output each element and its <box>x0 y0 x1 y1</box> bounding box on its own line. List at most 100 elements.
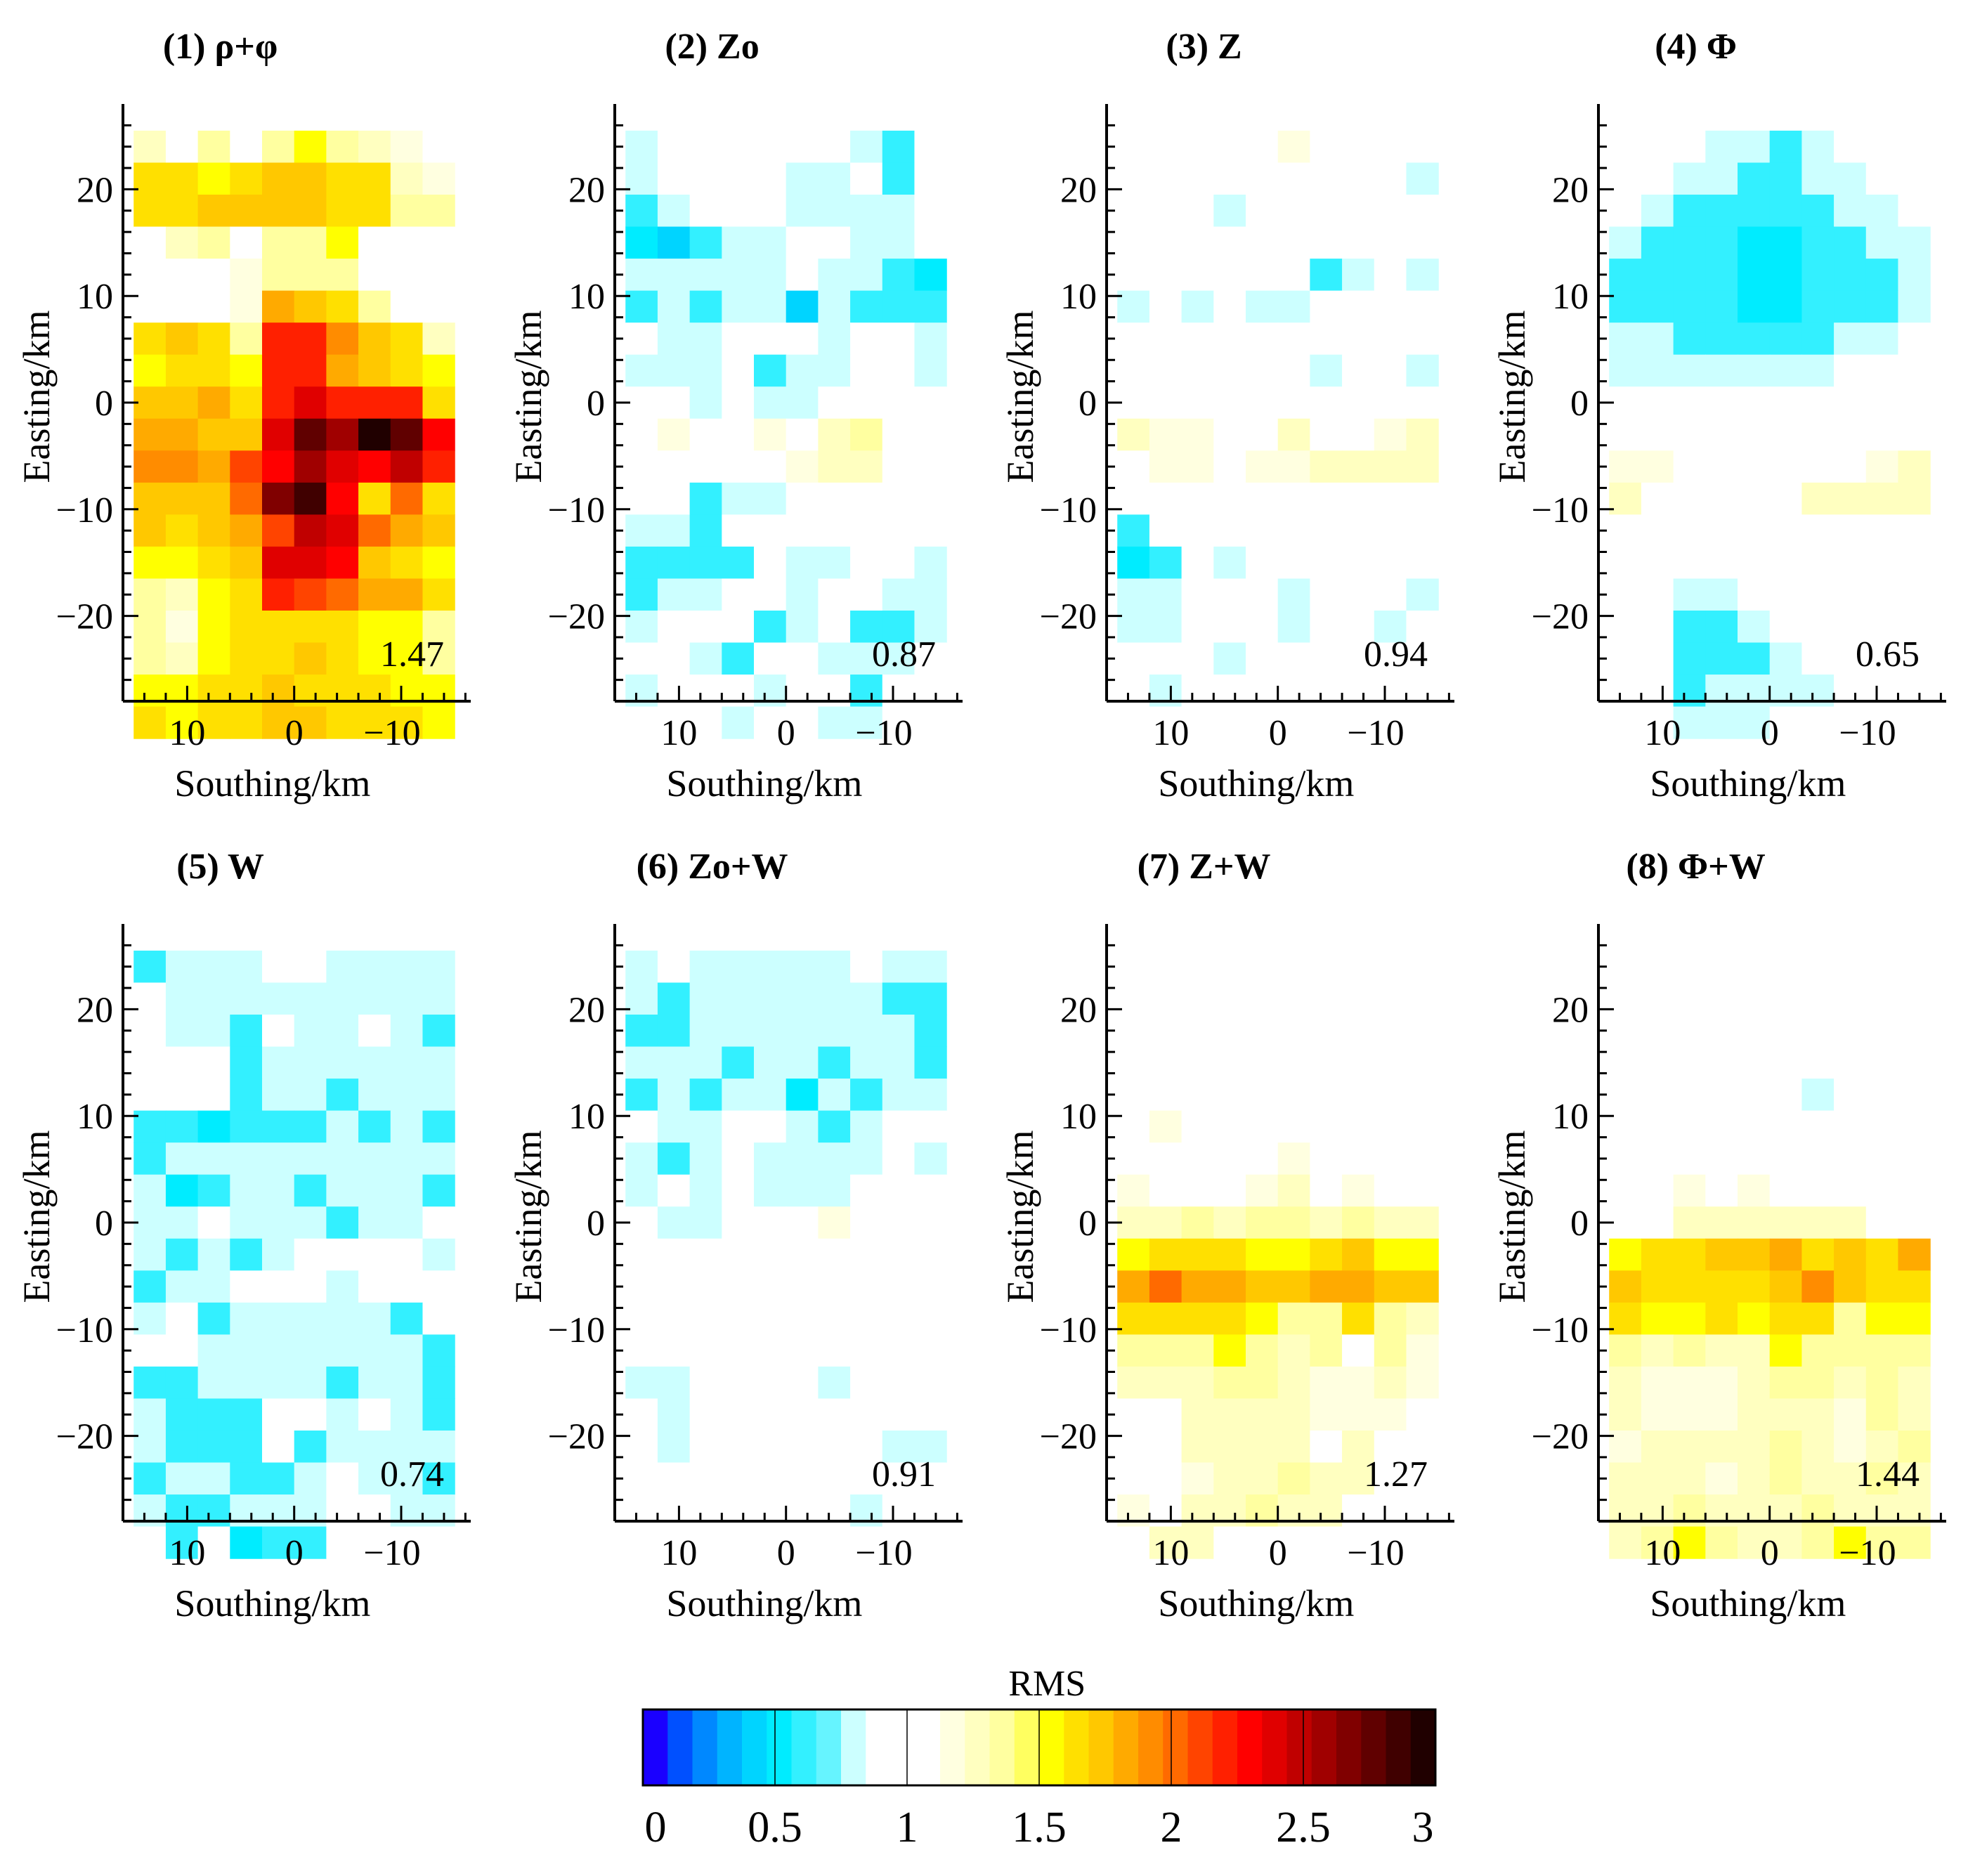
heatmap-cell <box>1673 162 1706 195</box>
heatmap-cell <box>326 1270 359 1303</box>
heatmap-cell <box>850 1302 883 1335</box>
heatmap-cell <box>230 130 263 164</box>
heatmap-cell <box>754 546 787 580</box>
heatmap-cell <box>754 610 787 644</box>
heatmap-cell <box>1738 386 1771 419</box>
heatmap-cell <box>1801 1046 1835 1079</box>
heatmap-cell <box>882 706 915 739</box>
heatmap-cell <box>625 1238 658 1271</box>
rms-value: 1.47 <box>380 634 444 675</box>
heatmap-cell <box>1213 1334 1246 1367</box>
heatmap-cell <box>1213 482 1246 515</box>
heatmap-cell <box>230 418 263 451</box>
heatmap-cell <box>1374 1302 1407 1335</box>
heatmap-cell <box>133 706 167 739</box>
heatmap-cell <box>1898 982 1931 1015</box>
heatmap-cell <box>197 1398 230 1431</box>
heatmap-cell <box>1310 259 1343 292</box>
heatmap-cell <box>1342 950 1375 984</box>
heatmap-cell <box>1213 354 1246 387</box>
heatmap-cell <box>1277 450 1310 483</box>
heatmap-cell <box>850 1366 883 1400</box>
heatmap-cell <box>722 482 755 515</box>
heatmap-cell <box>1149 1046 1182 1079</box>
heatmap-cell <box>326 226 359 259</box>
heatmap-cell <box>914 1079 947 1112</box>
heatmap-cell <box>294 1526 327 1559</box>
heatmap-cell <box>1310 706 1343 739</box>
heatmap-cell <box>657 386 691 419</box>
heatmap-cell <box>165 290 199 323</box>
heatmap-cell <box>165 1174 199 1207</box>
heatmap-cell <box>262 1302 295 1335</box>
heatmap-cell <box>818 162 851 195</box>
heatmap-cell <box>294 195 327 228</box>
heatmap-cell <box>1673 514 1706 547</box>
heatmap-cell <box>326 610 359 644</box>
panel-title: (5) W <box>176 847 264 887</box>
heatmap-cell <box>657 482 691 515</box>
heatmap-cell <box>818 290 851 323</box>
heatmap-cell <box>1609 1206 1642 1239</box>
heatmap-cell <box>1738 706 1771 739</box>
heatmap-cell <box>1406 323 1439 356</box>
heatmap-cell <box>625 1526 658 1559</box>
heatmap-cell <box>689 642 722 675</box>
heatmap-cell <box>1769 578 1802 611</box>
heatmap-cell <box>1181 1430 1214 1464</box>
heatmap-cell <box>390 642 424 675</box>
heatmap-cell <box>1834 514 1867 547</box>
heatmap-cell <box>689 982 722 1015</box>
heatmap-cell <box>1834 1430 1867 1464</box>
heatmap-cell <box>1641 418 1674 451</box>
heatmap-cell <box>1865 418 1899 451</box>
heatmap-cell <box>1705 1366 1738 1400</box>
heatmap-cell <box>1641 1334 1674 1367</box>
heatmap-cell <box>1801 642 1835 675</box>
heatmap-cell <box>358 1142 391 1175</box>
heatmap-cell <box>230 290 263 323</box>
colorbar-tick-label: 2.5 <box>1276 1804 1331 1851</box>
heatmap-cell <box>1865 1110 1899 1143</box>
heatmap-cell <box>1149 1430 1182 1464</box>
heatmap-cell <box>1673 1398 1706 1431</box>
heatmap-cell <box>1769 546 1802 580</box>
heatmap-cell <box>326 1015 359 1048</box>
x-tick-label: −10 <box>1839 713 1896 753</box>
heatmap-cell <box>1246 354 1279 387</box>
heatmap-cell <box>1801 950 1835 984</box>
heatmap-cell <box>1801 1174 1835 1207</box>
heatmap-cell <box>754 290 787 323</box>
heatmap-cell <box>1673 1366 1706 1400</box>
heatmap-cell <box>390 1110 424 1143</box>
heatmap-cell <box>294 1366 327 1400</box>
heatmap-cell <box>1801 1110 1835 1143</box>
heatmap-cell <box>1865 386 1899 419</box>
heatmap-cell <box>786 482 819 515</box>
heatmap-cell <box>133 950 167 984</box>
heatmap-cell <box>358 1015 391 1048</box>
heatmap-cell <box>197 1174 230 1207</box>
heatmap-cell <box>422 1302 455 1335</box>
heatmap-cell <box>722 610 755 644</box>
heatmap-cell <box>850 226 883 259</box>
heatmap-cell <box>914 1302 947 1335</box>
heatmap-cell <box>1769 642 1802 675</box>
heatmap-cell <box>1342 546 1375 580</box>
y-tick-label: −20 <box>56 597 113 637</box>
heatmap-cell <box>1277 706 1310 739</box>
heatmap-cell <box>1406 578 1439 611</box>
heatmap-cell <box>657 290 691 323</box>
heatmap-cell <box>1277 162 1310 195</box>
heatmap-cell <box>1834 450 1867 483</box>
heatmap-cell <box>1865 1270 1899 1303</box>
heatmap-cell <box>1738 130 1771 164</box>
heatmap-cell <box>1181 482 1214 515</box>
heatmap-cell <box>1898 195 1931 228</box>
heatmap-cell <box>1117 1302 1150 1335</box>
heatmap-cell <box>1149 1366 1182 1400</box>
y-tick-label: 20 <box>1060 170 1097 210</box>
heatmap-cell <box>1769 259 1802 292</box>
heatmap-cell <box>1769 195 1802 228</box>
